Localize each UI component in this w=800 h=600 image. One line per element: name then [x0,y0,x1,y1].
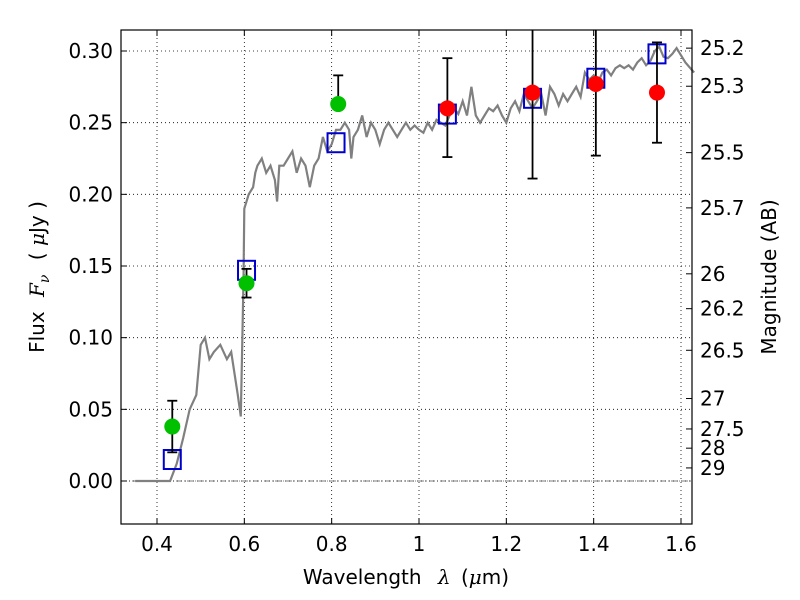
y-tick-label: 0.15 [68,254,113,278]
y-tick-label: 0.05 [68,397,113,421]
spectrum-layer [135,44,695,483]
mag-tick-label: 25.2 [700,36,745,60]
observed-red-point [439,100,456,117]
x-tick-label: 1.2 [490,532,522,556]
y-axis-unit-open: ( [25,252,49,260]
observed-green-point [238,275,255,292]
x-axis-title: Wavelength λ (μm) [303,565,509,589]
model-photometry-box [326,132,346,154]
y-axis-label: Flux [25,311,49,353]
y-axis-unit-rest: Jy ) [25,201,49,235]
mag-tick-label: 25.7 [700,196,745,220]
observed-red-point [587,75,604,92]
mag-tick-label: 25.5 [700,141,745,165]
x-tick-label: 1.6 [665,532,697,556]
observed-green-point [330,96,347,113]
x-tick-label: 0.6 [228,532,260,556]
y-tick-label: 0.00 [68,469,113,493]
x-tick-label: 0.4 [141,532,173,556]
y-tick-label: 0.30 [68,39,113,63]
tick-layer: 0.4 0.6 0.8 1 1.2 1.4 1.6 0.00 0.05 0.10 0.15 0.20 0… [68,30,745,556]
mag-tick-label: 29 [700,456,725,480]
mag-tick-label: 26.5 [700,338,745,362]
y-axis-title: Flux Fν ( μJy ) [25,201,54,353]
observed-red-point [648,84,665,101]
y-axis-symbol: F [25,282,49,298]
observed-red-point [524,84,541,101]
x-axis-unit-open: ( [461,565,469,589]
right-axis-title: Magnitude (AB) [757,199,781,354]
y-tick-label: 0.25 [68,111,113,135]
x-axis-unit-mu: μ [469,565,482,589]
mag-tick-label: 27.5 [700,417,745,441]
plot-frame [120,29,693,525]
y-axis-subscript: ν [37,274,53,283]
mag-tick-label: 27 [700,387,725,411]
y-axis-unit-mu: μ [25,233,49,246]
x-axis-symbol: λ [437,565,451,589]
mag-tick-label: 26.2 [700,297,745,321]
mag-tick-label: 26 [700,262,725,286]
observed-green-point [164,418,181,435]
points-layer [162,30,667,470]
x-tick-label: 1.4 [578,532,610,556]
y-tick-label: 0.20 [68,182,113,206]
mag-tick-label: 25.3 [700,74,745,98]
x-axis-unit-rest: m) [482,565,509,589]
mag-tick-label: 28 [700,436,725,460]
x-tick-label: 1 [413,532,426,556]
spectrum-line [135,44,695,483]
y-tick-label: 0.10 [68,326,113,350]
grid-layer [121,30,692,524]
x-tick-label: 0.8 [316,532,348,556]
x-axis-label: Wavelength [303,565,422,589]
